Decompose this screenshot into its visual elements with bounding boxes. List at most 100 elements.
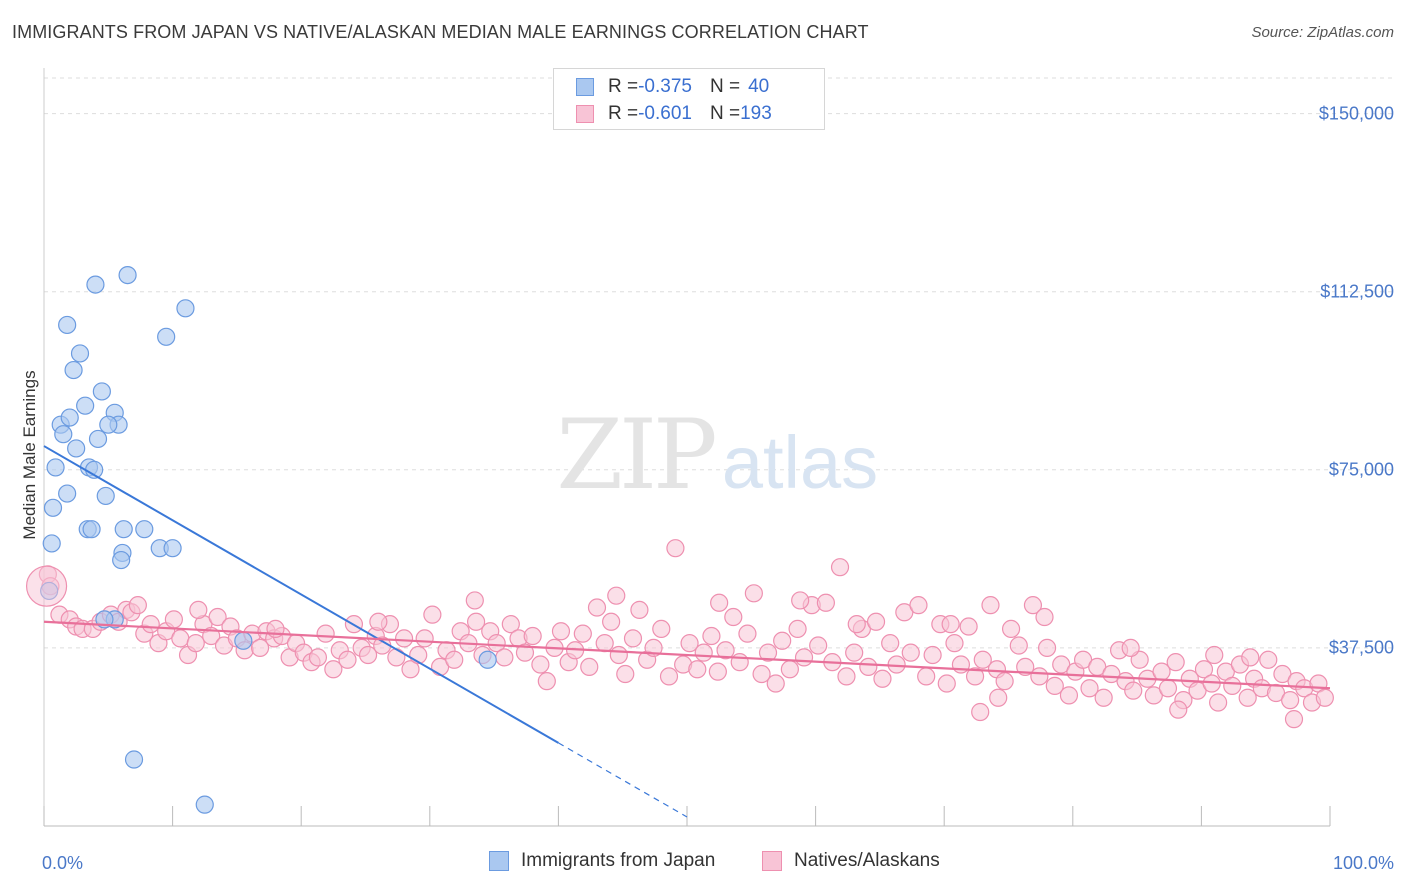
- japan-point: [478, 650, 497, 669]
- native-point: [495, 648, 514, 667]
- legend-r-label: R =: [608, 103, 639, 124]
- native-point: [423, 605, 442, 624]
- japan-point: [25, 565, 68, 607]
- japan-point: [64, 360, 83, 380]
- japan-point: [43, 498, 63, 517]
- native-trend-line: [43, 620, 1331, 690]
- native-point: [758, 643, 778, 662]
- native-point: [1121, 638, 1140, 658]
- native-point: [716, 641, 735, 660]
- native-point: [941, 615, 960, 634]
- native-point: [845, 643, 864, 662]
- chart-title: IMMIGRANTS FROM JAPAN VS NATIVE/ALASKAN …: [12, 22, 869, 42]
- native-point: [537, 672, 556, 691]
- japan-point: [58, 315, 77, 335]
- japan-point: [176, 299, 195, 318]
- native-point: [202, 626, 221, 646]
- native-point: [1281, 691, 1300, 710]
- native-point: [587, 598, 607, 617]
- japan-point: [124, 750, 144, 769]
- native-point: [752, 664, 771, 684]
- japan-point: [88, 429, 108, 449]
- native-point: [1238, 688, 1257, 707]
- native-point: [1241, 648, 1260, 667]
- japan-trend-line: [43, 445, 559, 744]
- series-legend-label: Immigrants from Japan: [521, 850, 716, 871]
- native-point: [995, 672, 1014, 691]
- native-point: [1045, 676, 1064, 695]
- japan-point: [157, 327, 176, 346]
- native-point: [688, 660, 707, 679]
- japan-swatch: [576, 78, 594, 96]
- native-point: [710, 593, 729, 612]
- axes-layer: [43, 68, 1331, 827]
- native-point: [609, 645, 628, 665]
- native-point: [1037, 638, 1057, 658]
- japan-point: [67, 439, 86, 458]
- native-point: [937, 674, 956, 693]
- native-point: [965, 667, 985, 686]
- y-tick-label: $112,500: [1320, 281, 1394, 302]
- native-point: [881, 634, 900, 653]
- native-point: [971, 702, 990, 722]
- japan-point: [99, 415, 118, 434]
- japan-point: [86, 275, 105, 294]
- native-point: [308, 648, 328, 667]
- native-point: [1023, 596, 1043, 615]
- native-point: [523, 626, 542, 646]
- native-point: [208, 607, 227, 627]
- native-point: [1035, 607, 1054, 627]
- native-point: [515, 643, 535, 662]
- japan-trend-extension: [558, 742, 688, 818]
- legend-n-value: 193: [740, 103, 772, 124]
- native-point: [250, 638, 270, 658]
- native-point: [189, 600, 208, 620]
- japan-point: [46, 458, 65, 477]
- native-point: [830, 558, 850, 577]
- chart-source: Source: ZipAtlas.com: [1251, 24, 1394, 41]
- native-point: [694, 643, 713, 662]
- native-swatch: [576, 105, 594, 123]
- native-point: [666, 539, 685, 558]
- native-point: [730, 653, 749, 672]
- y-tick-label: $150,000: [1318, 103, 1394, 124]
- native-point: [1124, 681, 1143, 700]
- native-points-layer: [38, 539, 1334, 729]
- native-point: [531, 655, 550, 674]
- native-point: [369, 612, 388, 631]
- native-point: [873, 669, 892, 688]
- native-point: [1223, 676, 1242, 695]
- native-point: [595, 634, 614, 653]
- legend-row-japan: R = -0.375 N = 40: [576, 75, 769, 99]
- native-point: [989, 688, 1008, 707]
- watermark: ZIP atlas: [556, 399, 878, 511]
- japan-point: [58, 484, 77, 503]
- native-point: [794, 648, 814, 667]
- japan-point: [135, 520, 154, 539]
- japan-legend-swatch: [489, 851, 509, 871]
- native-point: [186, 634, 205, 653]
- japan-points-layer: [25, 265, 497, 814]
- japan-point: [114, 520, 133, 539]
- native-point: [859, 657, 878, 677]
- native-point: [945, 634, 964, 653]
- japan-point: [60, 408, 79, 427]
- series-legend-native: Natives/Alaskans: [762, 850, 940, 872]
- native-point: [1009, 636, 1028, 655]
- native-point: [602, 612, 621, 631]
- native-point: [394, 629, 414, 648]
- native-point: [1030, 667, 1049, 686]
- native-point: [164, 610, 183, 629]
- japan-point: [163, 539, 182, 558]
- trend-layer: [43, 445, 1331, 818]
- stats-legend: R = -0.375 N = 40 R = -0.601 N = 193: [553, 68, 825, 130]
- japan-point: [118, 265, 137, 285]
- native-point: [1080, 679, 1099, 698]
- native-point: [487, 634, 506, 653]
- native-point: [791, 591, 810, 610]
- japan-point: [82, 520, 101, 539]
- native-point: [1059, 686, 1079, 705]
- native-point: [809, 636, 828, 655]
- watermark-atlas: atlas: [722, 421, 878, 504]
- native-point: [1158, 679, 1178, 698]
